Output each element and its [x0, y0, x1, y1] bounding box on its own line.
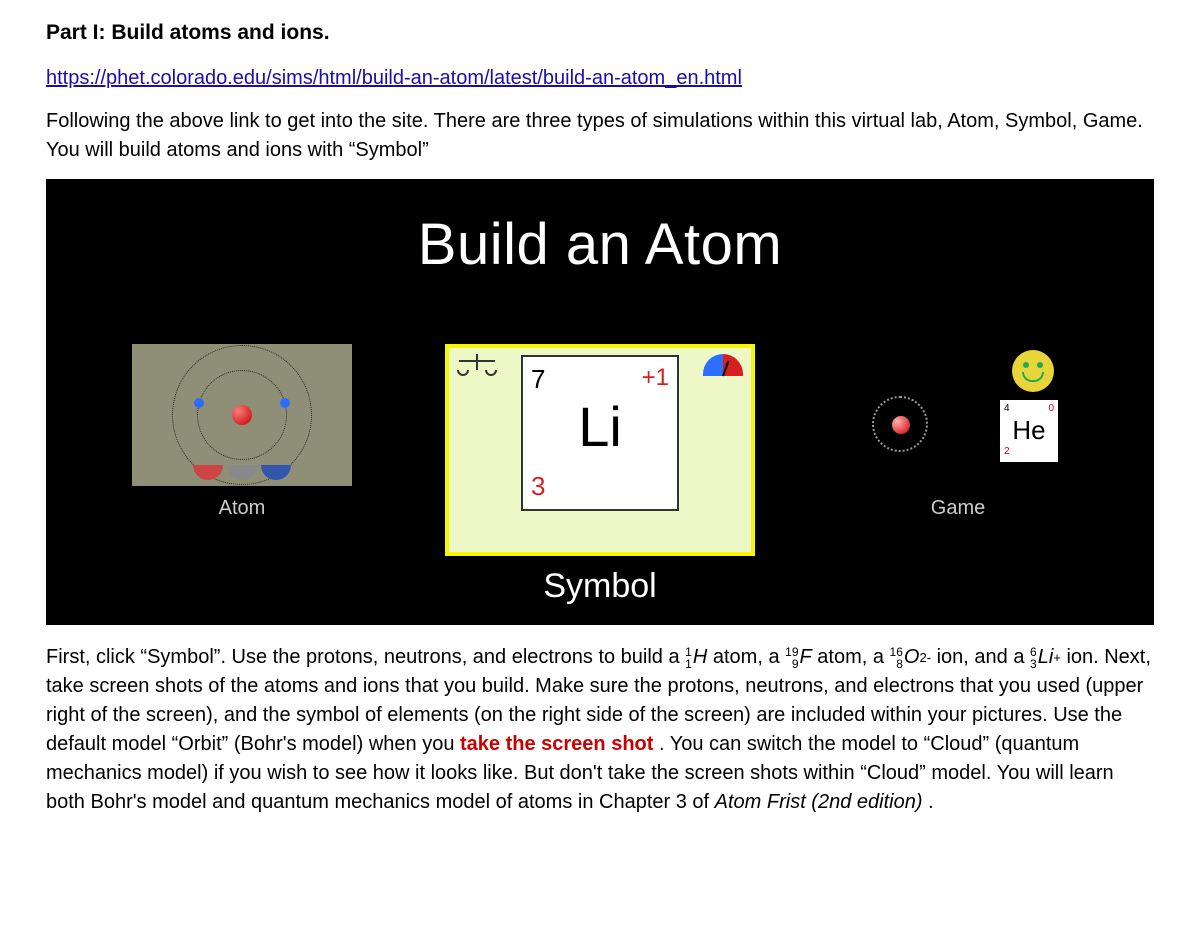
instr-text: First, click “Symbol”. Use the protons, … — [46, 646, 685, 668]
game-label: Game — [931, 494, 985, 523]
game-tile-wrap[interactable]: 4 0 He 2 Game — [848, 344, 1068, 523]
isotope-li: 63Li+ — [1030, 643, 1061, 672]
isotope-h: 11H — [685, 643, 707, 672]
atom-tile — [132, 344, 352, 486]
mass-number: 7 — [531, 361, 545, 399]
book-title: Atom Frist (2nd edition) — [715, 791, 923, 813]
particle-buckets-icon — [193, 465, 291, 480]
atom-label: Atom — [219, 494, 266, 523]
isotope-f: 199F — [785, 643, 812, 672]
intro-paragraph: Following the above link to get into the… — [46, 107, 1154, 165]
simulation-screenshot: Build an Atom Atom — [46, 179, 1154, 624]
symbol-tile-wrap[interactable]: 7 +1 Li 3 Symbol — [445, 344, 755, 611]
tiles-row: Atom 7 +1 Li 3 Symbol — [68, 344, 1132, 611]
mini-mass: 4 — [1004, 402, 1010, 417]
mini-symbol: He — [1012, 412, 1045, 450]
isotope-o: 168O2- — [890, 643, 931, 672]
smiley-icon — [1012, 350, 1054, 392]
mini-element-card: 4 0 He 2 — [1000, 400, 1058, 462]
symbol-tile: 7 +1 Li 3 — [445, 344, 755, 556]
phet-link[interactable]: https://phet.colorado.edu/sims/html/buil… — [46, 64, 742, 93]
element-card: 7 +1 Li 3 — [521, 355, 679, 511]
sim-title: Build an Atom — [68, 203, 1132, 287]
gauge-icon — [703, 354, 743, 376]
part-heading: Part I: Build atoms and ions. — [46, 18, 1154, 48]
instructions-paragraph: First, click “Symbol”. Use the protons, … — [46, 643, 1154, 817]
mini-atomic: 2 — [1004, 445, 1010, 460]
instr-emphasis: take the screen shot — [460, 733, 653, 755]
symbol-label: Symbol — [543, 562, 656, 611]
charge: +1 — [642, 361, 669, 396]
game-tile: 4 0 He 2 — [848, 344, 1068, 486]
element-symbol: Li — [578, 386, 622, 467]
atomic-number: 3 — [531, 468, 545, 506]
mini-charge: 0 — [1048, 402, 1054, 417]
atom-tile-wrap[interactable]: Atom — [132, 344, 352, 523]
scale-icon — [457, 354, 497, 376]
